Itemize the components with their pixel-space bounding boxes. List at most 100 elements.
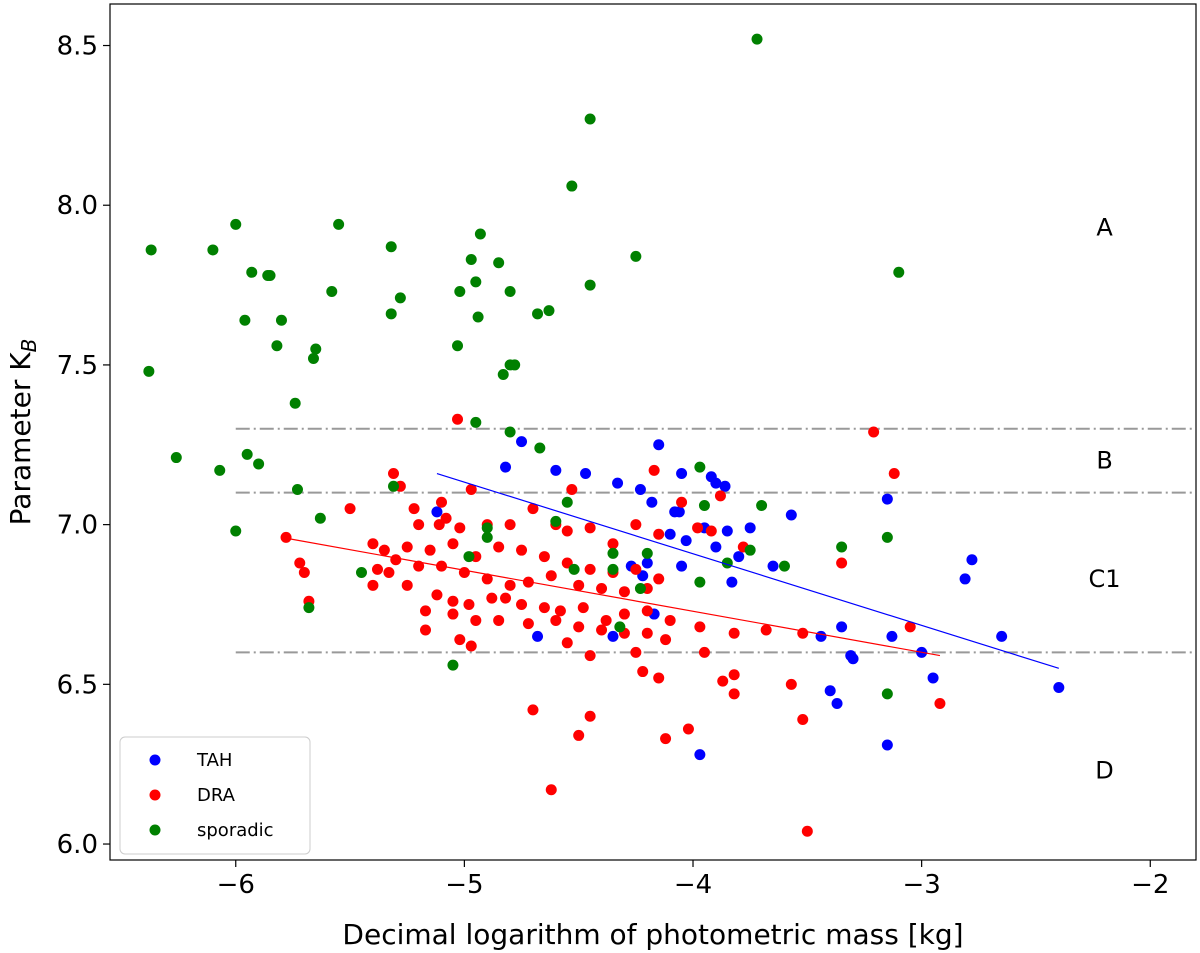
sporadic-point [641,547,653,559]
sporadic-point [881,531,893,543]
sporadic-point [454,285,466,297]
sporadic-point [470,416,482,428]
sporadic-point [355,567,367,579]
dra-point [728,688,740,700]
dra-point [648,464,660,476]
dra-point [637,666,649,678]
legend-label-tah: TAH [196,750,232,771]
dra-point [504,519,516,531]
dra-point [641,605,653,617]
dra-point [717,675,729,687]
sporadic-point [630,250,642,262]
dra-point [641,627,653,639]
sporadic-point [452,340,464,352]
tah-point [676,560,688,572]
sporadic-point [756,499,768,511]
sporadic-point [271,340,283,352]
sporadic-point [778,560,790,572]
dra-point [653,672,665,684]
dra-point [618,608,630,620]
dra-point [801,825,813,837]
sporadic-point [481,522,493,534]
sporadic-point [314,512,326,524]
tah-point [824,685,836,697]
region-label-a: A [1096,214,1113,242]
tah-point [733,551,745,563]
dra-point [694,621,706,633]
sporadic-point [230,218,242,230]
dra-point [660,733,672,745]
tah-point [881,493,893,505]
dra-point [538,551,550,563]
sporadic-point [607,547,619,559]
dra-point [573,729,585,741]
dra-point [493,541,505,553]
sporadic-point [474,228,486,240]
sporadic-point [289,397,301,409]
dra-point [280,531,292,543]
dra-point [630,646,642,658]
tah-point [847,653,859,665]
y-axis-label: Parameter KB [4,339,41,526]
dra-point [522,618,534,630]
sporadic-point [394,292,406,304]
dra-point [630,563,642,575]
legend-label-dra: DRA [197,785,236,806]
sporadic-point [634,583,646,595]
sporadic-point [694,461,706,473]
sporadic-point [333,218,345,230]
dra-point [527,704,539,716]
region-label-c1: C1 [1089,565,1121,593]
tah-point [676,468,688,480]
legend-label-sporadic: sporadic [197,820,274,841]
dra-point [836,557,848,569]
legend-marker-sporadic [149,824,161,836]
sporadic-point [504,359,516,371]
dra-point [436,496,448,508]
tah-point [815,630,827,642]
dra-point [698,646,710,658]
sporadic-point [465,254,477,266]
dra-point [390,554,402,566]
tah-point [726,576,738,588]
x-tick-label: −4 [674,870,712,900]
tah-point [721,525,733,537]
dra-point [868,426,880,438]
sporadic-point [470,276,482,288]
dra-point [797,627,809,639]
dra-point [516,544,528,556]
sporadic-point [264,269,276,281]
sporadic-point [253,458,265,470]
region-label-d: D [1095,757,1113,785]
series-dra [280,413,946,837]
tah-point [607,630,619,642]
sporadic-point [447,659,459,671]
sporadic-point [694,576,706,588]
tah-point [500,461,512,473]
dra-point [934,697,946,709]
dra-point [550,614,562,626]
tah-point [710,541,722,553]
tah-point [431,506,443,518]
dra-point [797,713,809,725]
sporadic-point [744,544,756,556]
dra-point [452,413,464,425]
y-tick-label: 8.5 [57,32,98,62]
dra-point [383,567,395,579]
tah-point [516,436,528,448]
y-tick-label: 6.0 [57,830,98,860]
tah-point [680,535,692,547]
dra-point [664,614,676,626]
sporadic-point [568,563,580,575]
tah-point [612,477,624,489]
dra-point [545,784,557,796]
dra-point [493,614,505,626]
dra-point [584,650,596,662]
dra-point [447,608,459,620]
dra-point [527,503,539,515]
dra-point [413,519,425,531]
legend-box [119,736,311,855]
tah-point [959,573,971,585]
dra-point [344,503,356,515]
